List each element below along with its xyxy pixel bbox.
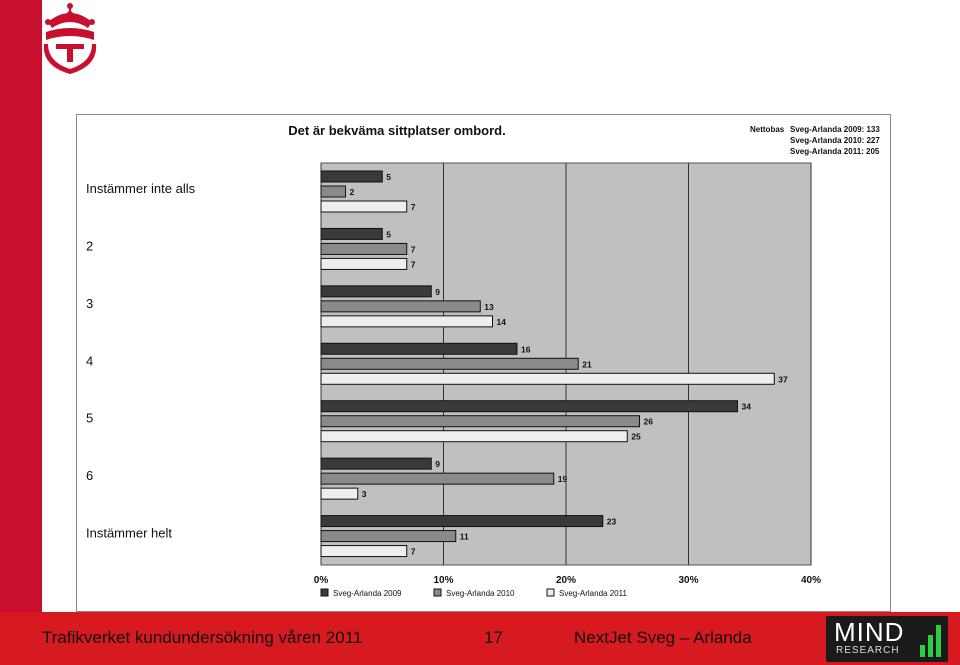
net-base-label: Nettobas [750, 125, 785, 134]
bar [320, 285, 432, 298]
bar [320, 300, 481, 313]
category-labels: Instämmer inte alls 2 3 4 5 6 Instämmer helt [86, 181, 196, 541]
data-label: 34 [742, 402, 752, 412]
x-tick-label: 0% [314, 575, 329, 586]
legend-swatch [546, 588, 555, 597]
data-label: 16 [521, 344, 531, 354]
legend-label: Sveg-Arlanda 2009 [333, 589, 402, 598]
data-label: 9 [435, 459, 440, 469]
brand-main: MIND [834, 617, 905, 647]
bar [320, 372, 775, 385]
data-label: 21 [582, 359, 592, 369]
bar [320, 170, 383, 183]
data-label: 37 [778, 374, 788, 384]
bar [320, 515, 604, 528]
bar [320, 472, 555, 485]
data-label: 7 [411, 202, 416, 212]
data-label: 13 [484, 302, 494, 312]
category-label: Instämmer inte alls [86, 181, 196, 196]
bar [320, 185, 346, 198]
mind-research-logo: MIND RESEARCH [826, 616, 948, 662]
net-base-line-3: Sveg-Arlanda 2011: 205 [790, 147, 880, 156]
data-label: 14 [497, 317, 507, 327]
data-label: 7 [411, 547, 416, 557]
data-label: 9 [435, 287, 440, 297]
bar [320, 400, 738, 413]
category-label: Instämmer helt [86, 526, 172, 541]
x-tick-label: 40% [801, 575, 821, 586]
bar-chart: Det är bekväma sittplatser ombord. Netto… [86, 123, 880, 598]
bar [320, 545, 408, 558]
footer-bar [0, 612, 960, 665]
brand-sub: RESEARCH [836, 645, 900, 656]
category-label: 6 [86, 468, 93, 483]
category-label: 4 [86, 353, 93, 368]
crown-logo-icon [43, 3, 97, 74]
data-label: 2 [350, 187, 355, 197]
category-label: 3 [86, 296, 93, 311]
data-label: 5 [386, 172, 391, 182]
data-label: 26 [644, 417, 654, 427]
x-tick-label: 10% [433, 575, 453, 586]
page-number: 17 [484, 628, 503, 647]
chart-frame: Det är bekväma sittplatser ombord. Netto… [76, 114, 891, 612]
bar [320, 487, 359, 500]
data-label: 23 [607, 517, 617, 527]
legend-swatch [433, 588, 442, 597]
data-label: 7 [411, 259, 416, 269]
x-tick-label: 20% [556, 575, 576, 586]
data-label: 11 [460, 532, 469, 542]
data-label: 7 [411, 244, 416, 254]
legend-label: Sveg-Arlanda 2011 [559, 589, 627, 598]
data-label: 25 [631, 432, 641, 442]
x-tick-labels: 0% 10% 20% 30% 40% [314, 575, 821, 586]
x-tick-label: 30% [678, 575, 698, 586]
bar [320, 257, 408, 270]
bar [320, 242, 408, 255]
bar [320, 227, 383, 240]
bar [320, 457, 432, 470]
bar [320, 357, 579, 370]
bar [320, 200, 408, 213]
data-label: 3 [362, 489, 367, 499]
bar [320, 342, 518, 355]
legend-label: Sveg-Arlanda 2010 [446, 589, 515, 598]
bar-chart-logo-icon [920, 625, 941, 657]
data-label: 19 [558, 474, 568, 484]
data-label: 5 [386, 229, 391, 239]
category-label: 2 [86, 238, 93, 253]
footer-title: Trafikverket kundundersökning våren 2011 [42, 628, 363, 647]
left-accent-bar [0, 0, 42, 612]
legend: Sveg-Arlanda 2009 Sveg-Arlanda 2010 Sveg-A… [320, 588, 627, 598]
bar [320, 430, 628, 443]
bar [320, 415, 640, 428]
footer-route: NextJet Sveg – Arlanda [574, 628, 752, 647]
net-base-line-1: Sveg-Arlanda 2009: 133 [790, 125, 880, 134]
bar [320, 315, 493, 328]
net-base-line-2: Sveg-Arlanda 2010: 227 [790, 136, 880, 145]
bar [320, 530, 457, 543]
category-label: 5 [86, 411, 93, 426]
legend-swatch [320, 588, 329, 597]
chart-title: Det är bekväma sittplatser ombord. [288, 123, 505, 138]
